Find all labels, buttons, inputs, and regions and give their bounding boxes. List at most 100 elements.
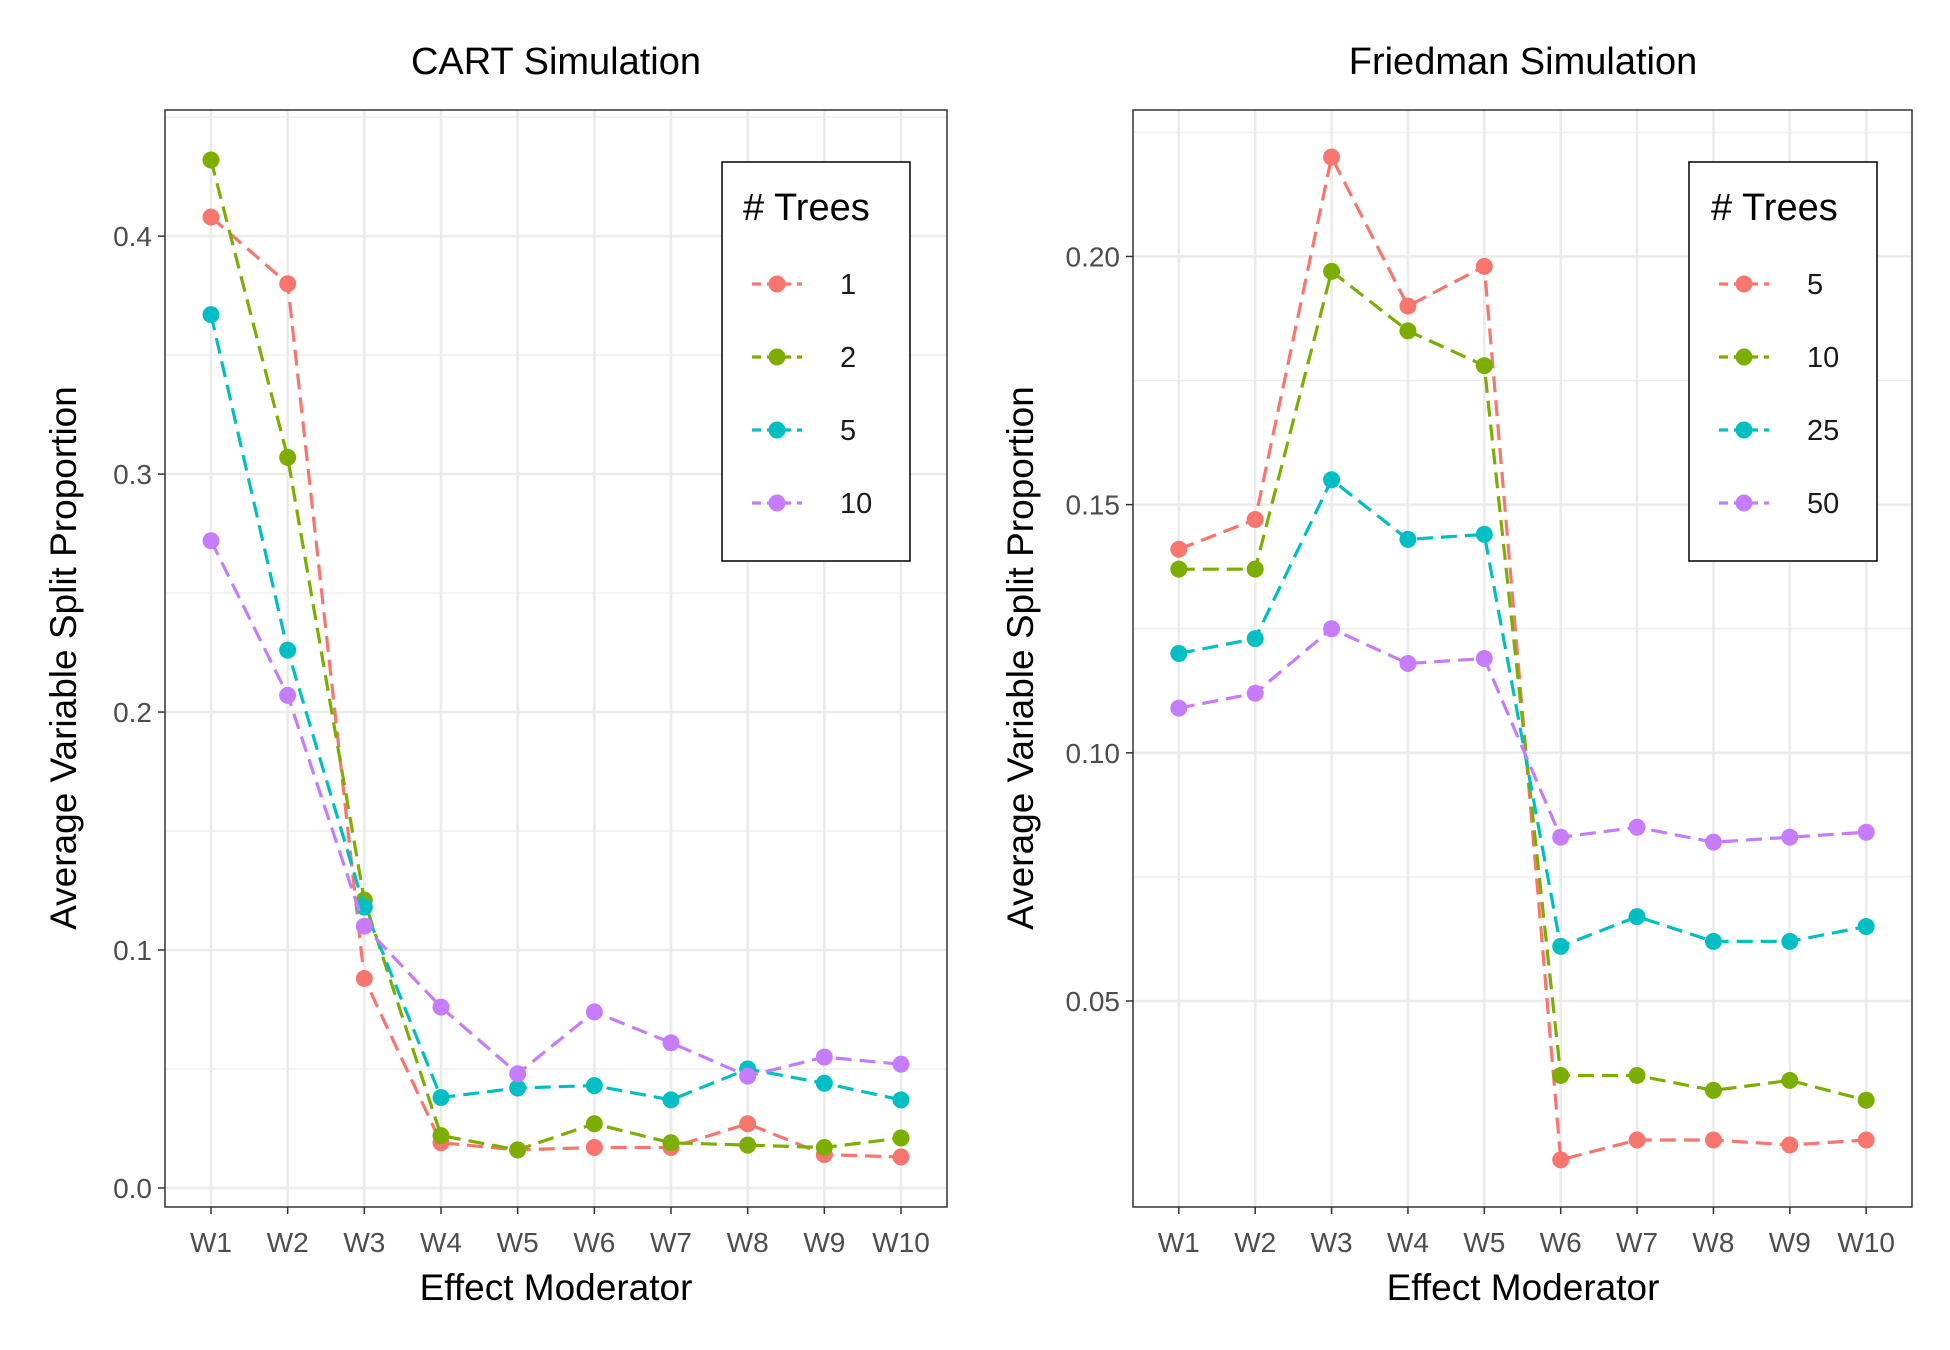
data-point-10-W5 bbox=[509, 1065, 527, 1083]
data-point-10-W8 bbox=[739, 1067, 757, 1085]
data-point-5-W10 bbox=[1857, 1131, 1875, 1149]
data-point-10-W1 bbox=[202, 532, 220, 550]
data-point-50-W1 bbox=[1170, 699, 1188, 717]
x-tick-label: W1 bbox=[1158, 1227, 1200, 1258]
data-point-10-W8 bbox=[1704, 1081, 1722, 1099]
y-axis-title: Average Variable Split Proportion bbox=[43, 386, 84, 930]
y-tick-label: 0.1 bbox=[113, 935, 152, 966]
data-point-1-W8 bbox=[739, 1115, 757, 1133]
x-tick-label: W5 bbox=[497, 1227, 539, 1258]
data-point-10-W6 bbox=[1552, 1066, 1570, 1084]
y-tick-label: 0.15 bbox=[1066, 490, 1121, 521]
data-point-2-W2 bbox=[279, 448, 297, 466]
data-point-2-W1 bbox=[202, 151, 220, 169]
data-point-5-W6 bbox=[1552, 1151, 1570, 1169]
data-point-10-W4 bbox=[1399, 322, 1417, 340]
x-tick-label: W6 bbox=[573, 1227, 615, 1258]
chart-title: CART Simulation bbox=[411, 41, 701, 83]
data-point-5-W7 bbox=[1628, 1131, 1646, 1149]
series-line-1 bbox=[209, 215, 902, 1159]
data-point-10-W2 bbox=[1246, 560, 1264, 578]
legend-key-point-10 bbox=[768, 494, 786, 512]
data-point-5-W9 bbox=[1781, 1136, 1799, 1154]
plot-border bbox=[164, 109, 948, 1208]
legend-box bbox=[1688, 161, 1878, 562]
data-point-25-W8 bbox=[1704, 932, 1722, 950]
x-tick-label: W7 bbox=[650, 1227, 692, 1258]
data-point-5-W2 bbox=[1246, 511, 1264, 529]
data-point-50-W2 bbox=[1246, 684, 1264, 702]
data-point-10-W10 bbox=[892, 1055, 910, 1073]
chart-title: Friedman Simulation bbox=[1349, 41, 1697, 83]
x-tick-label: W10 bbox=[872, 1227, 930, 1258]
data-point-5-W4 bbox=[432, 1089, 450, 1107]
data-point-25-W1 bbox=[1170, 645, 1188, 663]
data-point-5-W8 bbox=[1704, 1131, 1722, 1149]
data-point-25-W5 bbox=[1475, 525, 1493, 543]
series-line-2 bbox=[209, 159, 902, 1152]
y-tick-label: 0.3 bbox=[113, 459, 152, 490]
legend-title: # Trees bbox=[743, 187, 870, 229]
legend-key-point-25 bbox=[1735, 421, 1753, 439]
legend: # Trees 1 2 5 10 bbox=[721, 161, 911, 562]
y-tick-label: 0.4 bbox=[113, 221, 152, 252]
legend-key-point-1 bbox=[768, 275, 786, 293]
legend-label: 1 bbox=[840, 269, 856, 301]
data-point-2-W6 bbox=[585, 1115, 603, 1133]
data-point-2-W8 bbox=[739, 1136, 757, 1154]
data-point-25-W4 bbox=[1399, 530, 1417, 548]
legend-box bbox=[721, 161, 911, 562]
chart-panel-cart: CART Simulation 0.0 0.1 0.2 0.3 0.4 W1 W2 W3 W4… bbox=[43, 41, 948, 1308]
x-tick-label: W7 bbox=[1616, 1227, 1658, 1258]
legend-label: 50 bbox=[1807, 488, 1839, 520]
y-tick-label: 0.0 bbox=[113, 1173, 152, 1204]
legend-key-point-5 bbox=[768, 421, 786, 439]
data-point-5-W1 bbox=[202, 306, 220, 324]
data-point-5-W6 bbox=[585, 1077, 603, 1095]
legend-key-point-2 bbox=[768, 348, 786, 366]
x-tick-label: W2 bbox=[1234, 1227, 1276, 1258]
data-point-5-W5 bbox=[1475, 257, 1493, 275]
y-tick-label: 0.2 bbox=[113, 697, 152, 728]
data-point-25-W3 bbox=[1323, 471, 1341, 489]
x-axis-title: Effect Moderator bbox=[1387, 1267, 1660, 1308]
data-point-10-W6 bbox=[585, 1003, 603, 1021]
data-point-10-W4 bbox=[432, 998, 450, 1016]
legend-label: 10 bbox=[1807, 342, 1839, 374]
legend-label: 10 bbox=[840, 488, 872, 520]
data-point-50-W4 bbox=[1399, 654, 1417, 672]
series-line-10 bbox=[1178, 269, 1867, 1102]
data-point-1-W10 bbox=[892, 1148, 910, 1166]
data-point-50-W9 bbox=[1781, 828, 1799, 846]
legend: # Trees 5 10 25 50 bbox=[1688, 161, 1878, 562]
x-tick-label: W3 bbox=[343, 1227, 385, 1258]
data-point-25-W7 bbox=[1628, 908, 1646, 926]
data-point-10-W3 bbox=[1323, 262, 1341, 280]
data-point-25-W6 bbox=[1552, 937, 1570, 955]
series-line-25 bbox=[1178, 478, 1867, 949]
legend-label: 5 bbox=[840, 415, 856, 447]
data-point-5-W1 bbox=[1170, 540, 1188, 558]
data-point-50-W7 bbox=[1628, 818, 1646, 836]
data-point-5-W9 bbox=[815, 1074, 833, 1092]
data-point-5-W3 bbox=[1323, 148, 1341, 166]
data-point-5-W10 bbox=[892, 1091, 910, 1109]
data-point-10-W9 bbox=[1781, 1071, 1799, 1089]
x-tick-label: W4 bbox=[1387, 1227, 1429, 1258]
data-point-50-W5 bbox=[1475, 650, 1493, 667]
data-point-5-W4 bbox=[1399, 297, 1417, 315]
x-tick-label: W1 bbox=[190, 1227, 232, 1258]
legend-title: # Trees bbox=[1711, 187, 1838, 229]
data-point-50-W8 bbox=[1704, 833, 1722, 851]
data-point-25-W9 bbox=[1781, 932, 1799, 950]
legend-key-point-10 bbox=[1735, 348, 1753, 366]
data-point-1-W1 bbox=[202, 208, 220, 226]
x-tick-label: W8 bbox=[1692, 1227, 1734, 1258]
data-point-5-W5 bbox=[509, 1079, 527, 1097]
x-tick-label: W4 bbox=[420, 1227, 462, 1258]
x-tick-label: W5 bbox=[1463, 1227, 1505, 1258]
y-tick-label: 0.20 bbox=[1066, 241, 1121, 272]
data-point-50-W6 bbox=[1552, 828, 1570, 846]
series-line-50 bbox=[1178, 627, 1867, 844]
data-point-5-W7 bbox=[662, 1091, 680, 1109]
